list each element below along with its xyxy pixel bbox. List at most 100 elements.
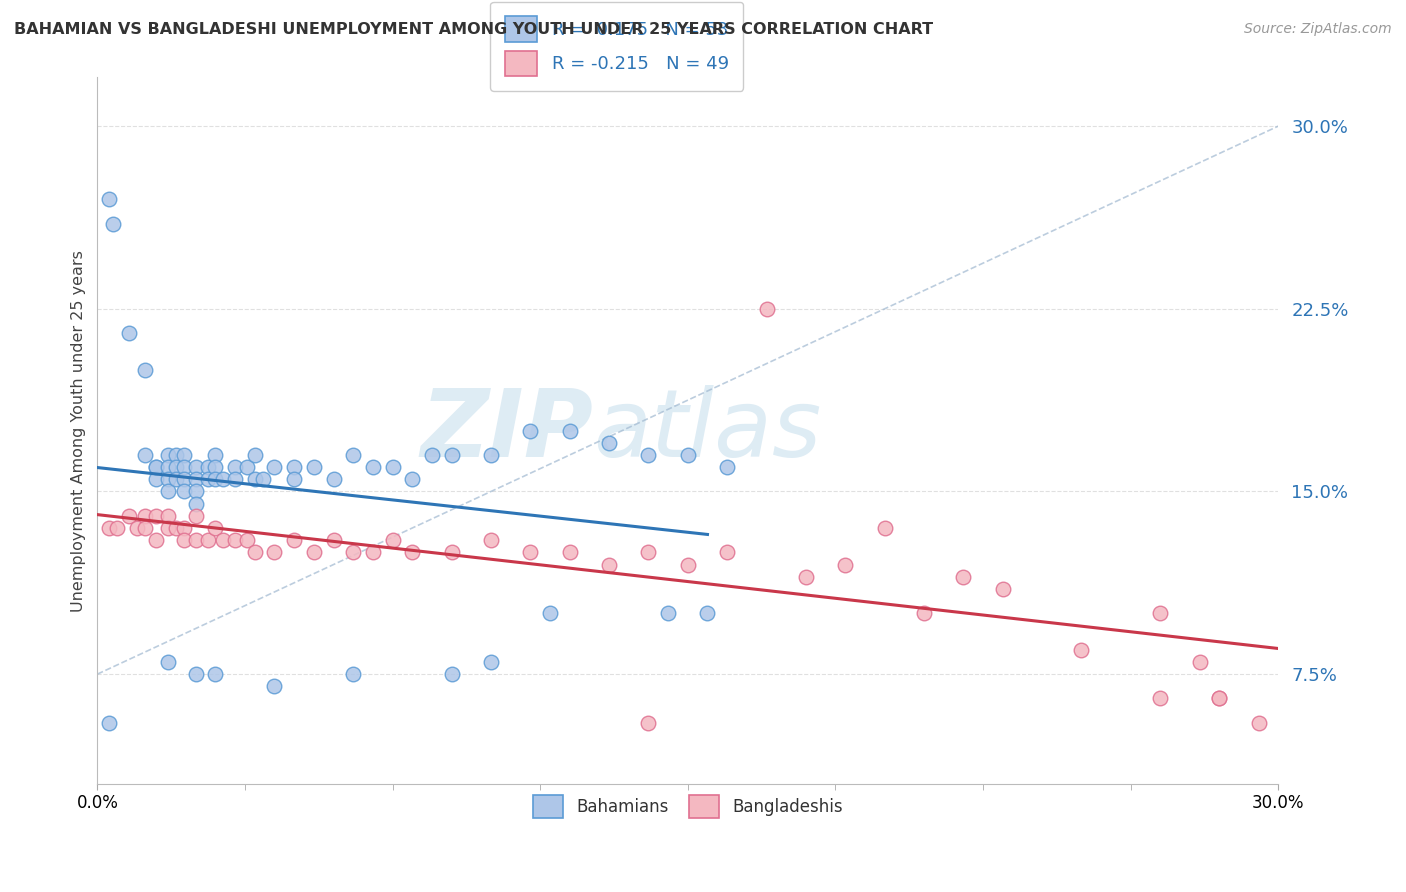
Point <box>236 460 259 475</box>
Point <box>204 667 226 681</box>
Point <box>197 460 219 475</box>
Point <box>1149 606 1171 620</box>
Text: atlas: atlas <box>593 385 821 476</box>
Point <box>118 508 141 523</box>
Point <box>134 362 156 376</box>
Point <box>637 545 659 559</box>
Point <box>676 448 699 462</box>
Point <box>224 460 246 475</box>
Point <box>184 533 207 548</box>
Point <box>952 570 974 584</box>
Point <box>157 448 180 462</box>
Point <box>361 545 384 559</box>
Point <box>598 435 620 450</box>
Point <box>755 301 778 316</box>
Text: Source: ZipAtlas.com: Source: ZipAtlas.com <box>1244 22 1392 37</box>
Point <box>212 472 235 486</box>
Point <box>440 667 463 681</box>
Point <box>173 460 195 475</box>
Point <box>145 460 167 475</box>
Point <box>197 533 219 548</box>
Point <box>98 715 121 730</box>
Point <box>173 448 195 462</box>
Point <box>252 472 274 486</box>
Point <box>1070 642 1092 657</box>
Text: BAHAMIAN VS BANGLADESHI UNEMPLOYMENT AMONG YOUTH UNDER 25 YEARS CORRELATION CHAR: BAHAMIAN VS BANGLADESHI UNEMPLOYMENT AMO… <box>14 22 934 37</box>
Point <box>98 192 121 206</box>
Point <box>322 533 344 548</box>
Point <box>243 545 266 559</box>
Point <box>145 460 167 475</box>
Point <box>1188 655 1211 669</box>
Point <box>204 460 226 475</box>
Point <box>322 472 344 486</box>
Point <box>1208 691 1230 706</box>
Point <box>381 533 404 548</box>
Point <box>696 606 718 620</box>
Point <box>105 521 128 535</box>
Point <box>98 521 121 535</box>
Point <box>101 217 124 231</box>
Point <box>716 460 738 475</box>
Point <box>204 472 226 486</box>
Point <box>134 521 156 535</box>
Point <box>342 667 364 681</box>
Point <box>873 521 896 535</box>
Point <box>637 715 659 730</box>
Point <box>224 472 246 486</box>
Point <box>243 472 266 486</box>
Point <box>165 521 187 535</box>
Point <box>125 521 148 535</box>
Point <box>440 545 463 559</box>
Point <box>676 558 699 572</box>
Point <box>165 460 187 475</box>
Point <box>134 508 156 523</box>
Point <box>263 545 285 559</box>
Point <box>197 472 219 486</box>
Point <box>184 508 207 523</box>
Point <box>401 545 423 559</box>
Point <box>381 460 404 475</box>
Legend: Bahamians, Bangladeshis: Bahamians, Bangladeshis <box>526 788 849 825</box>
Point <box>157 521 180 535</box>
Point <box>302 545 325 559</box>
Point <box>1149 691 1171 706</box>
Point <box>342 448 364 462</box>
Point <box>243 448 266 462</box>
Point <box>145 533 167 548</box>
Point <box>157 508 180 523</box>
Point <box>157 655 180 669</box>
Point <box>173 484 195 499</box>
Point <box>184 472 207 486</box>
Point <box>342 545 364 559</box>
Point <box>991 582 1014 596</box>
Point <box>184 667 207 681</box>
Point <box>283 460 305 475</box>
Point <box>118 326 141 341</box>
Point <box>794 570 817 584</box>
Point <box>157 472 180 486</box>
Point <box>479 533 502 548</box>
Y-axis label: Unemployment Among Youth under 25 years: Unemployment Among Youth under 25 years <box>72 250 86 612</box>
Point <box>598 558 620 572</box>
Point <box>716 545 738 559</box>
Point <box>479 448 502 462</box>
Point <box>1208 691 1230 706</box>
Point <box>657 606 679 620</box>
Point <box>637 448 659 462</box>
Point <box>1247 715 1270 730</box>
Point <box>263 460 285 475</box>
Point <box>558 424 581 438</box>
Point <box>420 448 443 462</box>
Point <box>224 533 246 548</box>
Point <box>912 606 935 620</box>
Point <box>157 460 180 475</box>
Point <box>361 460 384 475</box>
Point <box>519 545 541 559</box>
Point <box>184 484 207 499</box>
Point <box>263 679 285 693</box>
Point <box>212 533 235 548</box>
Point <box>236 533 259 548</box>
Point <box>834 558 856 572</box>
Point <box>283 533 305 548</box>
